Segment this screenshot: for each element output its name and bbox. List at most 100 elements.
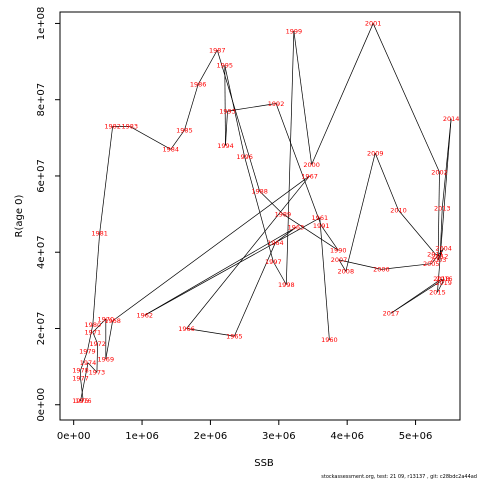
path-segment — [275, 103, 322, 226]
year-label: 1979 — [79, 348, 96, 356]
y-tick-label: 8e+07 — [36, 83, 47, 117]
year-label: 2011 — [427, 250, 444, 258]
path-segment — [437, 118, 452, 293]
year-label: 2000 — [303, 161, 320, 169]
x-axis-title: SSB — [254, 458, 274, 469]
y-tick-label: 2e+07 — [36, 312, 47, 346]
path-segment — [224, 65, 226, 146]
path-segment — [144, 217, 320, 316]
year-label: 1992 — [268, 100, 285, 108]
path-segment — [227, 103, 277, 112]
year-label: 1999 — [286, 27, 303, 35]
year-label: 1994 — [217, 142, 234, 150]
path-segment — [372, 23, 440, 173]
plot-frame — [59, 11, 461, 421]
path-segment — [80, 362, 89, 402]
path-segment — [398, 210, 436, 255]
year-label: 1977 — [72, 374, 89, 382]
recruitment-path — [80, 23, 452, 402]
year-label: 1967 — [301, 172, 318, 180]
year-label: 2002 — [431, 168, 448, 176]
year-label: 1974 — [80, 359, 97, 367]
path-segment — [112, 175, 310, 322]
path-segment — [431, 248, 444, 264]
y-tick-label: 0e+00 — [36, 388, 47, 422]
year-label: 1961 — [312, 214, 329, 222]
year-label: 1969 — [98, 355, 115, 363]
path-segment — [437, 172, 440, 260]
x-tick-label: 3e+06 — [262, 431, 296, 442]
path-segment — [285, 31, 295, 285]
year-label: 1982 — [104, 123, 121, 131]
year-labels: 1960 1961 1962 1963 1964 1965 1966 1967 1968 1969… — [72, 20, 459, 405]
year-label: 2006 — [373, 266, 390, 274]
year-label: 1996 — [236, 153, 253, 161]
year-label: 1964 — [267, 239, 284, 247]
path-segment — [319, 217, 330, 340]
year-label: 2012 — [432, 252, 449, 260]
year-label: 1985 — [176, 127, 193, 135]
path-segment — [311, 23, 374, 165]
path-segment — [96, 343, 98, 373]
path-segment — [92, 318, 107, 333]
path-segment — [170, 130, 185, 150]
year-label: 2019 — [435, 279, 452, 287]
y-axis-title: R(age 0) — [14, 194, 25, 237]
y-tick-label: 1e+08 — [36, 7, 47, 41]
year-label: 1997 — [265, 258, 282, 266]
path-segment — [439, 208, 443, 257]
year-label: 1991 — [313, 222, 330, 230]
path-segment — [224, 65, 245, 157]
path-segment — [80, 378, 84, 401]
y-tick-label: 6e+07 — [36, 159, 47, 193]
path-segment — [273, 261, 287, 285]
path-segment — [225, 111, 228, 146]
path-segment — [234, 242, 276, 337]
year-label: 2009 — [367, 149, 384, 157]
year-label: 1984 — [162, 146, 179, 154]
year-label: 1966 — [178, 325, 195, 333]
path-segment — [441, 278, 444, 283]
path-segment — [92, 233, 101, 325]
year-label: 2016 — [436, 275, 453, 283]
path-segment — [275, 227, 297, 243]
path-segment — [186, 328, 235, 337]
year-label: 2014 — [443, 115, 460, 123]
year-label: 2015 — [429, 289, 446, 297]
footer-note: stockassessment.org, test: 21 09, r13137… — [321, 474, 477, 480]
path-segment — [244, 156, 274, 262]
path-segment — [144, 227, 297, 316]
year-label: 1968 — [104, 317, 121, 325]
year-label: 1963 — [288, 224, 305, 232]
path-segment — [80, 351, 88, 371]
year-label: 1983 — [121, 123, 138, 131]
year-label: 1993 — [219, 107, 236, 115]
path-segment — [87, 362, 98, 373]
x-tick-label: 2e+06 — [194, 431, 228, 442]
path-segment — [129, 126, 171, 150]
year-label: 1971 — [85, 329, 102, 337]
year-label: 1975 — [72, 397, 89, 405]
year-label: 1976 — [75, 397, 92, 405]
year-label: 1972 — [89, 340, 106, 348]
year-label: 1978 — [72, 367, 89, 375]
year-label: 1987 — [209, 46, 226, 54]
path-segment — [435, 253, 441, 257]
year-label: 2013 — [434, 205, 451, 213]
year-label: 2017 — [383, 310, 400, 318]
path-segment — [437, 278, 445, 293]
y-axis: 0e+00 2e+07 4e+07 6e+07 8e+07 1e+08 — [36, 7, 61, 422]
year-label: 1962 — [137, 311, 154, 319]
path-segment — [259, 190, 284, 215]
year-label: 2004 — [435, 245, 452, 253]
path-segment — [184, 84, 199, 131]
path-segment — [320, 225, 339, 251]
year-label: 1965 — [226, 332, 243, 340]
year-label: 1973 — [89, 369, 106, 377]
year-label: 1980 — [85, 321, 102, 329]
x-tick-label: 4e+06 — [330, 431, 364, 442]
path-segment — [338, 259, 382, 270]
year-label: 1989 — [275, 210, 292, 218]
y-tick-label: 4e+07 — [36, 235, 47, 269]
path-segment — [345, 152, 376, 272]
